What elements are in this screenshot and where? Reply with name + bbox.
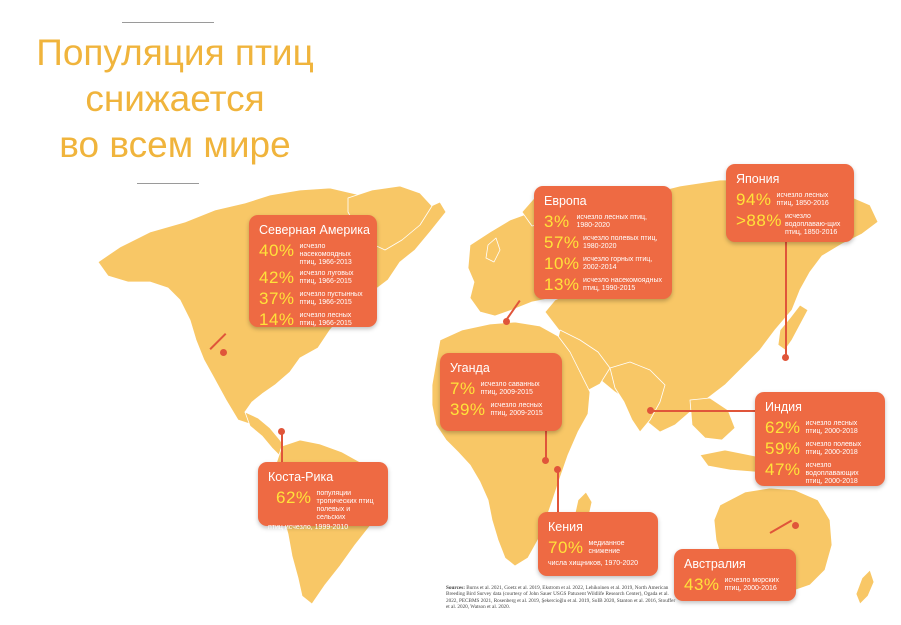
card-australia: Австралия 43% исчезло морских птиц, 2000-… — [674, 549, 796, 601]
stat-row: 40% исчезло насекомоядных птиц, 1966-2013 — [259, 241, 367, 267]
island-uk — [485, 237, 501, 263]
stat-description: популяции тропических птиц полевых и сел… — [316, 490, 374, 521]
stat-row: 7% исчезло саванных птиц, 2009-2015 — [450, 379, 552, 399]
card-north-america: Северная Америка 40% исчезло насекомоядны… — [249, 215, 377, 330]
title-line-3: во всем мире — [59, 124, 291, 165]
stat-description: исчезло пустынных птиц, 1966-2015 — [299, 291, 363, 306]
stat-percent: 37% — [259, 289, 295, 308]
stat-row: 10% исчезло горных птиц, 2002-2014 — [544, 254, 662, 274]
stat-percent: 94% — [736, 190, 772, 209]
card-title: Индия — [765, 400, 802, 414]
stat-percent: 10% — [544, 254, 580, 273]
sources-text: Burns et al. 2021, Goetz et al. 2019, Ek… — [446, 585, 676, 611]
stat-percent: 70% — [548, 538, 584, 557]
stat-percent: 43% — [684, 575, 720, 594]
stat-row: 70% медианное снижение — [548, 538, 648, 558]
stat-description: медианное снижение — [588, 540, 625, 555]
stat-description: исчезло полевых птиц, 2000-2018 — [805, 441, 862, 456]
stat-percent: 62% — [765, 418, 801, 437]
connector-uganda — [545, 430, 547, 460]
stat-percent: 47% — [765, 460, 801, 479]
card-title: Коста-Рика — [268, 470, 334, 484]
card-kenya: Кения 70% медианное снижение числа хищник… — [538, 512, 658, 576]
stat-row: 37% исчезло пустынных птиц, 1966-2015 — [259, 289, 367, 309]
page-title: Популяция птиц снижается во всем мире — [20, 30, 330, 168]
stat-description: исчезло лесных птиц, 1980-2020 — [576, 214, 647, 229]
connector-costa-rica — [281, 432, 283, 462]
connector-japan — [785, 240, 787, 358]
continent-india — [609, 361, 666, 433]
marker-australia — [792, 522, 799, 529]
stat-percent: 62% — [276, 488, 312, 507]
sources-footnote: Sources: Burns et al. 2021, Goetz et al.… — [446, 585, 676, 611]
card-title: Европа — [544, 194, 587, 208]
title-line-1: Популяция птиц — [36, 32, 314, 73]
stat-description: исчезло водоплавающих птиц, 2000-2018 — [805, 462, 859, 485]
stat-percent: >88% — [736, 211, 782, 230]
marker-europe — [503, 318, 510, 325]
marker-india — [647, 407, 654, 414]
stat-row: 43% исчезло морских птиц, 2000-2016 — [684, 575, 786, 595]
title-rule-top — [122, 22, 214, 23]
card-uganda: Уганда 7% исчезло саванных птиц, 2009-201… — [440, 353, 562, 431]
stat-description: исчезло луговых птиц, 1966-2015 — [299, 270, 354, 285]
card-costa-rica: Коста-Рика 62% популяции тропических птиц… — [258, 462, 388, 531]
stat-description: исчезло полевых птиц, 1980-2020 — [583, 235, 658, 250]
card-title: Северная Америка — [259, 223, 370, 237]
stat-row: 62% исчезло лесных птиц, 2000-2018 — [765, 418, 875, 438]
stat-row: >88% исчезло водоплаваю-щих птиц, 1850-20… — [736, 211, 844, 237]
stat-description: исчезло саванных птиц, 2009-2015 — [480, 381, 540, 396]
stat-description: исчезло морских птиц, 2000-2016 — [724, 577, 779, 592]
stat-row: 59% исчезло полевых птиц, 2000-2018 — [765, 439, 875, 459]
connector-india — [650, 410, 755, 412]
stat-percent: 13% — [544, 275, 580, 294]
marker-costa-rica — [278, 428, 285, 435]
title-rule-bottom — [137, 183, 199, 184]
stat-description: исчезло лесных птиц, 1966-2015 — [299, 312, 352, 327]
stat-description: исчезло лесных птиц, 2000-2018 — [805, 420, 858, 435]
stat-percent: 40% — [259, 241, 295, 260]
marker-kenya — [554, 466, 561, 473]
stat-percent: 7% — [450, 379, 476, 398]
stat-row: 39% исчезло лесных птиц, 2009-2015 — [450, 400, 552, 420]
stat-row: 94% исчезло лесных птиц, 1850-2016 — [736, 190, 844, 210]
stat-row: 3% исчезло лесных птиц, 1980-2020 — [544, 212, 662, 232]
card-japan: Япония 94% исчезло лесных птиц, 1850-2016… — [726, 164, 854, 242]
stat-percent: 57% — [544, 233, 580, 252]
stat-description: исчезло горных птиц, 2002-2014 — [583, 256, 653, 271]
stat-description-continued: числа хищников, 1970-2020 — [548, 560, 639, 567]
stat-percent: 39% — [450, 400, 486, 419]
stat-row: 13% исчезло насекомоядных птиц, 1990-2015 — [544, 275, 662, 295]
marker-japan — [782, 354, 789, 361]
card-india: Индия 62% исчезло лесных птиц, 2000-2018 … — [755, 392, 885, 486]
stat-row: 57% исчезло полевых птиц, 1980-2020 — [544, 233, 662, 253]
stat-row: 62% популяции тропических птиц полевых и … — [268, 488, 378, 522]
stat-description-continued: птиц исчезло, 1999-2010 — [268, 524, 349, 531]
card-title: Австралия — [684, 557, 746, 571]
stat-row: 47% исчезло водоплавающих птиц, 2000-2018 — [765, 460, 875, 486]
stat-percent: 42% — [259, 268, 295, 287]
marker-uganda — [542, 457, 549, 464]
stat-description: исчезло насекомоядных птиц, 1990-2015 — [583, 277, 663, 292]
stat-description: исчезло насекомоядных птиц, 1966-2013 — [299, 243, 352, 266]
island-new-zealand — [855, 569, 875, 605]
region-southeast-asia — [689, 397, 736, 441]
card-europe: Европа 3% исчезло лесных птиц, 1980-2020 … — [534, 186, 672, 299]
stat-row: 42% исчезло луговых птиц, 1966-2015 — [259, 268, 367, 288]
connector-kenya — [557, 470, 559, 512]
stat-row: 14% исчезло лесных птиц, 1966-2015 — [259, 310, 367, 330]
stat-percent: 59% — [765, 439, 801, 458]
card-title: Уганда — [450, 361, 490, 375]
stat-description: исчезло водоплаваю-щих птиц, 1850-2016 — [785, 213, 841, 236]
stat-percent: 3% — [544, 212, 570, 231]
marker-north-america — [220, 349, 227, 356]
title-line-2: снижается — [85, 78, 265, 119]
stat-description: исчезло лесных птиц, 1850-2016 — [776, 192, 829, 207]
stat-description: исчезло лесных птиц, 2009-2015 — [490, 402, 543, 417]
sources-label: Sources: — [446, 585, 465, 591]
card-title: Япония — [736, 172, 780, 186]
stat-percent: 14% — [259, 310, 295, 329]
card-title: Кения — [548, 520, 583, 534]
